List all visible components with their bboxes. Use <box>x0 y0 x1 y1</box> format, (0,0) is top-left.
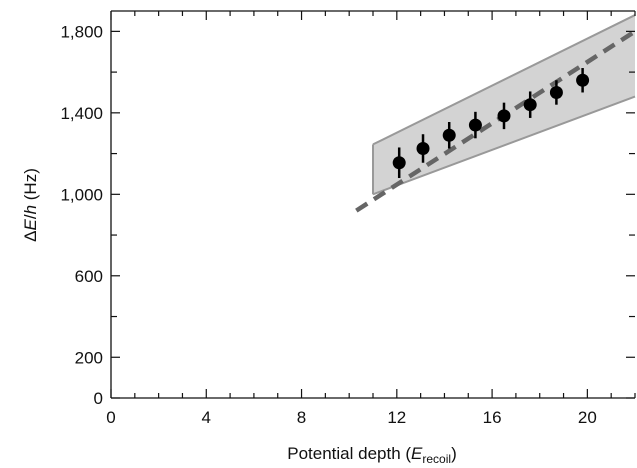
y-tick-label: 1,000 <box>60 185 103 204</box>
x-tick-label: 12 <box>387 408 406 427</box>
data-point <box>523 98 537 112</box>
x-tick-label: 4 <box>202 408 211 427</box>
y-tick-label: 200 <box>75 348 103 367</box>
axes <box>110 10 636 399</box>
x-tick-label: 16 <box>483 408 502 427</box>
y-tick-label: 600 <box>75 267 103 286</box>
x-tick-label: 8 <box>297 408 306 427</box>
data-point <box>576 73 590 87</box>
data-point <box>497 109 511 123</box>
band-lower-edge <box>372 95 636 196</box>
data-point <box>549 85 563 99</box>
x-tick-label: 0 <box>106 408 115 427</box>
theory-line-layer <box>355 29 637 213</box>
theory-line <box>355 29 637 213</box>
band-upper-edge <box>372 14 636 146</box>
data-point <box>442 128 456 142</box>
y-tick-label: 1,800 <box>60 22 103 41</box>
x-tick-label: 20 <box>578 408 597 427</box>
data-point <box>392 156 406 170</box>
data-point <box>468 118 482 132</box>
data-point <box>416 141 430 155</box>
data-points-layer <box>392 68 590 179</box>
y-tick-label: 1,400 <box>60 104 103 123</box>
y-axis-title: ΔE/h (Hz) <box>21 168 40 242</box>
x-axis-title: Potential depth (Erecoil) <box>287 444 457 466</box>
y-tick-label: 0 <box>94 389 103 408</box>
